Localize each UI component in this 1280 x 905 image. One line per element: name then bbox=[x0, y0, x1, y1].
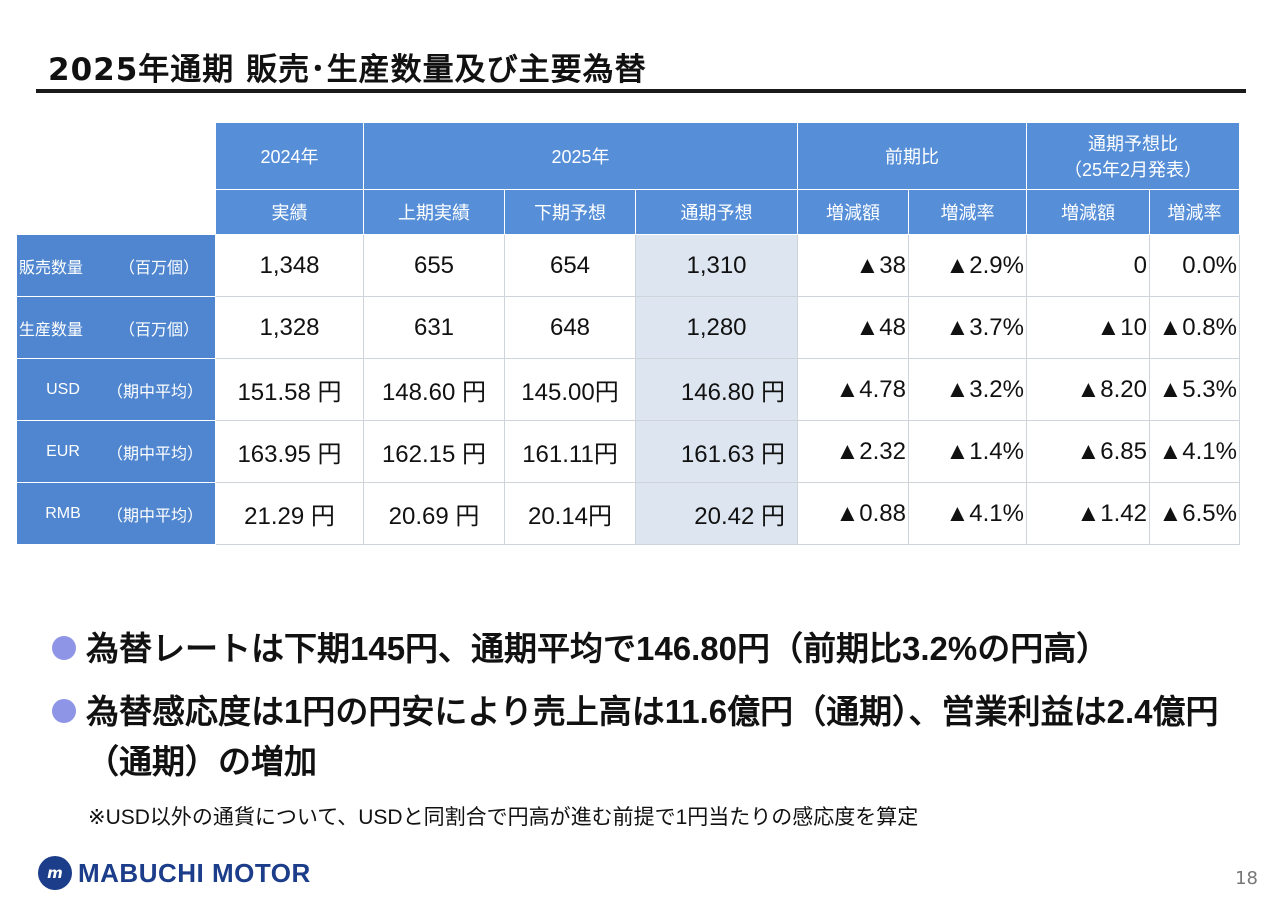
title-underline bbox=[36, 89, 1246, 93]
cell-h1: 631 bbox=[363, 296, 505, 359]
cell-h1: 148.60 円 bbox=[363, 358, 505, 421]
bullet-dot-icon bbox=[52, 636, 76, 660]
cell-forecast-rate: 0.0% bbox=[1149, 234, 1240, 297]
cell-prev-rate: ▲3.2% bbox=[908, 358, 1027, 421]
cell-2024: 151.58 円 bbox=[215, 358, 364, 421]
cell-h2: 20.14円 bbox=[504, 482, 636, 545]
cell-h2: 145.00円 bbox=[504, 358, 636, 421]
cell-prev-rate: ▲3.7% bbox=[908, 296, 1027, 359]
cell-h1: 162.15 円 bbox=[363, 420, 505, 483]
row-unit: （百万個） bbox=[119, 259, 200, 277]
header-blank-cell bbox=[16, 122, 216, 235]
row-name: 販売数量 bbox=[19, 259, 84, 277]
row-unit: （期中平均） bbox=[107, 445, 204, 463]
row-unit: （期中平均） bbox=[107, 507, 204, 525]
subheader-prev-rate: 増減率 bbox=[908, 189, 1027, 235]
subheader-prev-amount: 増減額 bbox=[797, 189, 909, 235]
cell-h2: 648 bbox=[504, 296, 636, 359]
cell-forecast-amount: ▲1.42 bbox=[1026, 482, 1150, 545]
row-name: EUR bbox=[46, 442, 80, 460]
header-2025: 2025年 bbox=[363, 122, 798, 190]
row-label: RMB （期中平均） bbox=[16, 482, 216, 545]
cell-2024: 21.29 円 bbox=[215, 482, 364, 545]
cell-forecast-amount: ▲6.85 bbox=[1026, 420, 1150, 483]
bullet-item: 為替感応度は1円の円安により売上高は11.6億円（通期）、営業利益は2.4億円（… bbox=[52, 687, 1242, 787]
row-label: 販売数量 （百万個） bbox=[16, 234, 216, 297]
cell-full: 20.42 円 bbox=[635, 482, 798, 545]
row-unit: （期中平均） bbox=[107, 383, 204, 401]
table-row: 生産数量 （百万個） 1,328 631 648 1,280 ▲48 ▲3.7% … bbox=[16, 296, 1240, 359]
cell-forecast-amount: 0 bbox=[1026, 234, 1150, 297]
subheader-h1-actual: 上期実績 bbox=[363, 189, 505, 235]
bullet-text: 為替感応度は1円の円安により売上高は11.6億円（通期）、営業利益は2.4億円（… bbox=[86, 693, 1219, 780]
cell-h1: 655 bbox=[363, 234, 505, 297]
cell-forecast-rate: ▲4.1% bbox=[1149, 420, 1240, 483]
bullet-dot-icon bbox=[52, 699, 76, 723]
header-forecast: 通期予想比 （25年2月発表） bbox=[1026, 122, 1240, 190]
subheader-forecast-rate: 増減率 bbox=[1149, 189, 1240, 235]
bullet-text: 為替レートは下期145円、通期平均で146.80円（前期比3.2%の円高） bbox=[86, 630, 1110, 667]
cell-forecast-rate: ▲0.8% bbox=[1149, 296, 1240, 359]
cell-prev-amount: ▲2.32 bbox=[797, 420, 909, 483]
footnote: ※USD以外の通貨について、USDと同割合で円高が進む前提で1円当たりの感応度を… bbox=[88, 806, 919, 829]
cell-forecast-amount: ▲8.20 bbox=[1026, 358, 1150, 421]
cell-prev-rate: ▲1.4% bbox=[908, 420, 1027, 483]
cell-full: 146.80 円 bbox=[635, 358, 798, 421]
subheader-forecast-amount: 増減額 bbox=[1026, 189, 1150, 235]
cell-prev-rate: ▲4.1% bbox=[908, 482, 1027, 545]
cell-prev-amount: ▲0.88 bbox=[797, 482, 909, 545]
header-2024: 2024年 bbox=[215, 122, 364, 190]
cell-h1: 20.69 円 bbox=[363, 482, 505, 545]
table-row: EUR （期中平均） 163.95 円 162.15 円 161.11円 161.… bbox=[16, 420, 1240, 483]
row-label: USD （期中平均） bbox=[16, 358, 216, 421]
bullet-list: 為替レートは下期145円、通期平均で146.80円（前期比3.2%の円高） 為替… bbox=[52, 624, 1242, 787]
cell-full: 1,280 bbox=[635, 296, 798, 359]
cell-prev-amount: ▲4.78 bbox=[797, 358, 909, 421]
table-row: 販売数量 （百万個） 1,348 655 654 1,310 ▲38 ▲2.9% … bbox=[16, 234, 1240, 297]
row-label: 生産数量 （百万個） bbox=[16, 296, 216, 359]
cell-h2: 161.11円 bbox=[504, 420, 636, 483]
cell-prev-amount: ▲38 bbox=[797, 234, 909, 297]
company-logo: m MABUCHI MOTOR bbox=[38, 856, 311, 890]
logo-mark-icon: m bbox=[38, 856, 72, 890]
table-row: RMB （期中平均） 21.29 円 20.69 円 20.14円 20.42 円… bbox=[16, 482, 1240, 545]
cell-full: 161.63 円 bbox=[635, 420, 798, 483]
row-unit: （百万個） bbox=[119, 321, 200, 339]
cell-2024: 163.95 円 bbox=[215, 420, 364, 483]
cell-forecast-rate: ▲5.3% bbox=[1149, 358, 1240, 421]
header-prev-year: 前期比 bbox=[797, 122, 1027, 190]
cell-forecast-amount: ▲10 bbox=[1026, 296, 1150, 359]
cell-h2: 654 bbox=[504, 234, 636, 297]
cell-prev-rate: ▲2.9% bbox=[908, 234, 1027, 297]
subheader-h2-forecast: 下期予想 bbox=[504, 189, 636, 235]
data-table: 2024年 2025年 前期比 通期予想比 （25年2月発表） 実績 上期実績 … bbox=[16, 122, 1240, 545]
page-number: 18 bbox=[1235, 868, 1258, 889]
header-forecast-line2: （25年2月発表） bbox=[1063, 160, 1203, 180]
subheader-full-forecast: 通期予想 bbox=[635, 189, 798, 235]
cell-2024: 1,348 bbox=[215, 234, 364, 297]
header-forecast-line1: 通期予想比 bbox=[1088, 134, 1178, 154]
cell-2024: 1,328 bbox=[215, 296, 364, 359]
row-label: EUR （期中平均） bbox=[16, 420, 216, 483]
row-name: 生産数量 bbox=[19, 321, 84, 339]
cell-full: 1,310 bbox=[635, 234, 798, 297]
row-name: RMB bbox=[45, 504, 81, 522]
page-title: 2025年通期 販売･生産数量及び主要為替 bbox=[48, 52, 647, 88]
subheader-actual: 実績 bbox=[215, 189, 364, 235]
cell-forecast-rate: ▲6.5% bbox=[1149, 482, 1240, 545]
table-row: USD （期中平均） 151.58 円 148.60 円 145.00円 146.… bbox=[16, 358, 1240, 421]
bullet-item: 為替レートは下期145円、通期平均で146.80円（前期比3.2%の円高） bbox=[52, 624, 1242, 674]
cell-prev-amount: ▲48 bbox=[797, 296, 909, 359]
logo-text: MABUCHI MOTOR bbox=[78, 857, 311, 888]
row-name: USD bbox=[46, 380, 80, 398]
